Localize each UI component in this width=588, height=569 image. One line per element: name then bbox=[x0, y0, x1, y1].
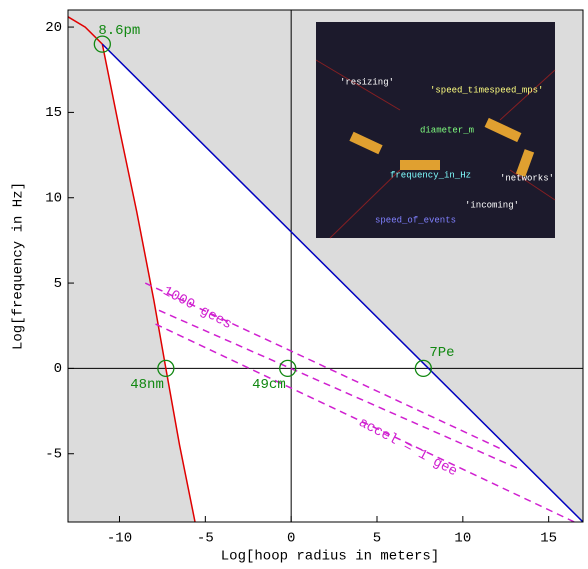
line bbox=[158, 309, 520, 470]
inset-image bbox=[316, 22, 555, 238]
inset-label: frequency_in_Hz bbox=[390, 170, 471, 180]
x-tick-label: -10 bbox=[107, 531, 132, 547]
x-axis-label: Log[hoop radius in meters] bbox=[221, 549, 439, 564]
marker bbox=[157, 359, 175, 378]
line bbox=[101, 43, 584, 523]
marker bbox=[414, 359, 433, 378]
x-tick-label: 0 bbox=[287, 531, 295, 547]
y-tick-label: 15 bbox=[45, 105, 62, 121]
inset-label: 'resizing' bbox=[340, 77, 394, 87]
y-tick-label: 5 bbox=[54, 276, 62, 292]
y-tick-label: 10 bbox=[45, 190, 62, 206]
x-tick-label: 5 bbox=[373, 531, 381, 547]
inset-label: speed_of_events bbox=[375, 215, 456, 225]
y-tick-label: 20 bbox=[45, 20, 62, 36]
line bbox=[67, 16, 196, 523]
x-tick-label: 10 bbox=[454, 531, 471, 547]
inset: 'resizing' 'speed_timespeed_mps' diameter_… bbox=[315, 22, 556, 239]
x-tick-label: 15 bbox=[540, 531, 557, 547]
marker-label: 8.6pm bbox=[98, 23, 140, 39]
marker bbox=[279, 359, 297, 378]
marker bbox=[93, 35, 111, 53]
inset-label: 'speed_timespeed_mps' bbox=[430, 85, 543, 95]
marker-label: 7Pe bbox=[429, 345, 454, 361]
marker-label: 48nm bbox=[130, 377, 164, 393]
y-axis-label: Log[frequency in Hz] bbox=[11, 182, 27, 350]
inset-label: 'networks' bbox=[500, 173, 554, 183]
inset-label: 'incoming' bbox=[465, 200, 519, 210]
y-tick-label: 0 bbox=[54, 361, 62, 377]
marker-label: 49cm bbox=[252, 377, 286, 393]
y-tick-label: -5 bbox=[45, 446, 62, 462]
inset-label: diameter_m bbox=[420, 125, 474, 135]
x-tick-label: -5 bbox=[197, 531, 214, 547]
line bbox=[155, 323, 575, 523]
line bbox=[144, 282, 505, 451]
frame bbox=[67, 9, 584, 523]
